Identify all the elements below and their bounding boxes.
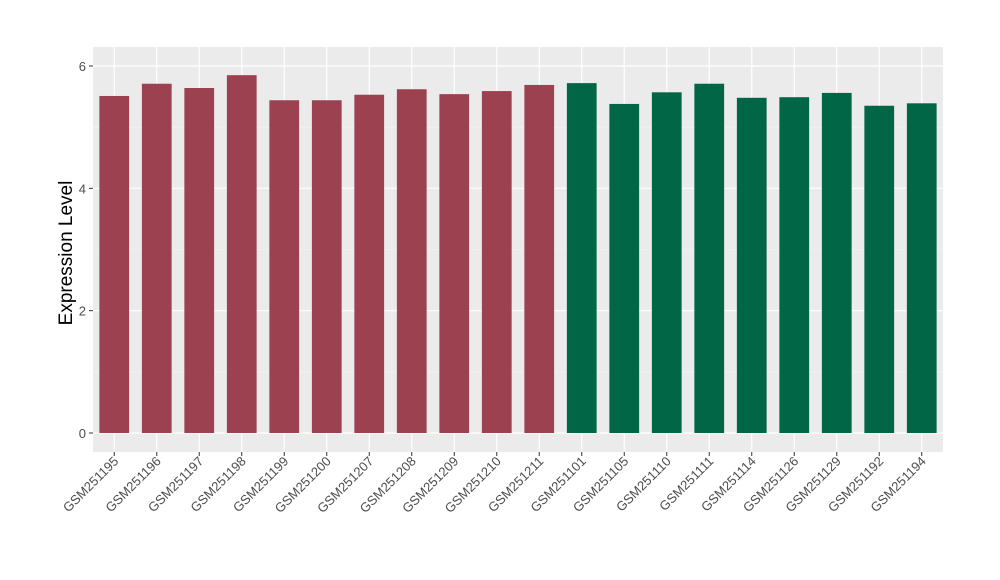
bar-GSM251211 <box>524 84 555 433</box>
bar-GSM251207 <box>354 94 385 433</box>
bar-GSM251114 <box>736 97 767 433</box>
bar-GSM251196 <box>141 83 172 433</box>
bar-GSM251195 <box>99 95 130 433</box>
bar-GSM251210 <box>481 91 512 433</box>
bar-GSM251200 <box>311 100 342 434</box>
bar-GSM251129 <box>821 92 852 433</box>
bar-GSM251126 <box>779 97 810 433</box>
bar-GSM251198 <box>226 75 257 434</box>
bar-GSM251194 <box>906 103 937 433</box>
bar-GSM251199 <box>269 100 300 434</box>
y-tick-label: 0 <box>79 426 86 441</box>
y-axis-label: Expression Level <box>56 181 77 326</box>
y-tick-label: 2 <box>79 304 86 319</box>
bar-GSM251101 <box>566 83 597 434</box>
y-tick-label: 4 <box>79 181 86 196</box>
bar-GSM251105 <box>609 103 640 433</box>
bar-GSM251110 <box>651 92 682 433</box>
bar-GSM251208 <box>396 89 427 433</box>
bar-GSM251192 <box>864 105 895 433</box>
bar-GSM251197 <box>184 88 215 434</box>
bar-GSM251209 <box>439 94 470 434</box>
bar-GSM251111 <box>694 83 725 433</box>
y-tick-label: 6 <box>79 59 86 74</box>
